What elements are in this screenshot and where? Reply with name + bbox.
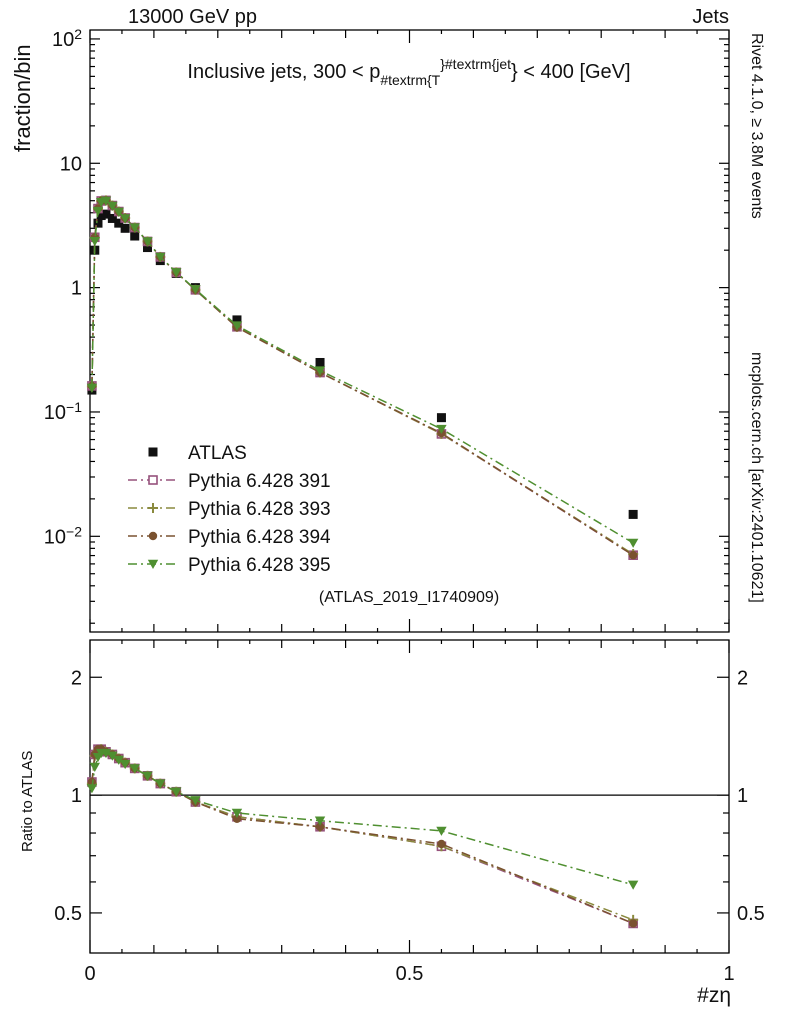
tick-label: 0.5 [737,903,765,925]
legend-label: Pythia 6.428 393 [188,499,331,520]
legend-label: ATLAS [188,443,247,464]
analysis-id-watermark: (ATLAS_2019_I1740909) [319,589,499,606]
rivet-version-label: Rivet 4.1.0, ≥ 3.8M events [748,33,765,219]
plot-frames [89,29,730,954]
main-panel-series [86,195,639,560]
log-tick-label: 10−1 [44,399,82,424]
mcplots-attribution-label: mcplots.cern.ch [arXiv:2401.10621] [748,352,765,603]
log-tick-label: 10 [60,153,82,175]
plot-title-subscript: #textrm{T [380,72,440,88]
tick-label: 1 [71,785,82,807]
observable-group-label: Jets [692,6,729,28]
log-tick-label: 102 [52,26,82,51]
tick-label: 0.5 [54,903,82,925]
legend-label: Pythia 6.428 391 [188,471,331,492]
plot-title-tail: } < 400 [GeV] [511,61,631,83]
legend-label: Pythia 6.428 394 [188,527,331,548]
plot-title-superscript: }#textrm{jet [440,56,511,72]
y-axis-title-ratio: Ratio to ATLAS [19,751,36,852]
tick-label: 1 [723,963,734,985]
y-axis-title-main: fraction/bin [10,44,35,152]
plot-title: Inclusive jets, 300 < p#textrm{T}#textrm… [187,56,630,88]
legend: ATLAS Pythia 6.428 391 Pythia 6.428 393 Pyt… [128,443,331,576]
beam-energy-label: 13000 GeV pp [128,6,257,28]
ratio-panel-series [86,744,729,929]
axis-ticks [89,30,730,953]
tick-label: 0 [84,963,95,985]
log-tick-label: 1 [71,278,82,300]
tick-label: 1 [737,785,748,807]
log-tick-label: 10−2 [44,523,82,548]
tick-label: 2 [737,667,748,689]
x-axis-title: #zη [697,984,731,1007]
plot-title-main: Inclusive jets, 300 < p [187,61,380,83]
tick-label: 2 [71,667,82,689]
axis-tick-labels: 10−2 10−1 1 10 102 0.5 0.5 1 1 2 2 0 0.5 1 [44,26,765,985]
legend-label: Pythia 6.428 395 [188,555,331,576]
tick-label: 0.5 [396,963,424,985]
